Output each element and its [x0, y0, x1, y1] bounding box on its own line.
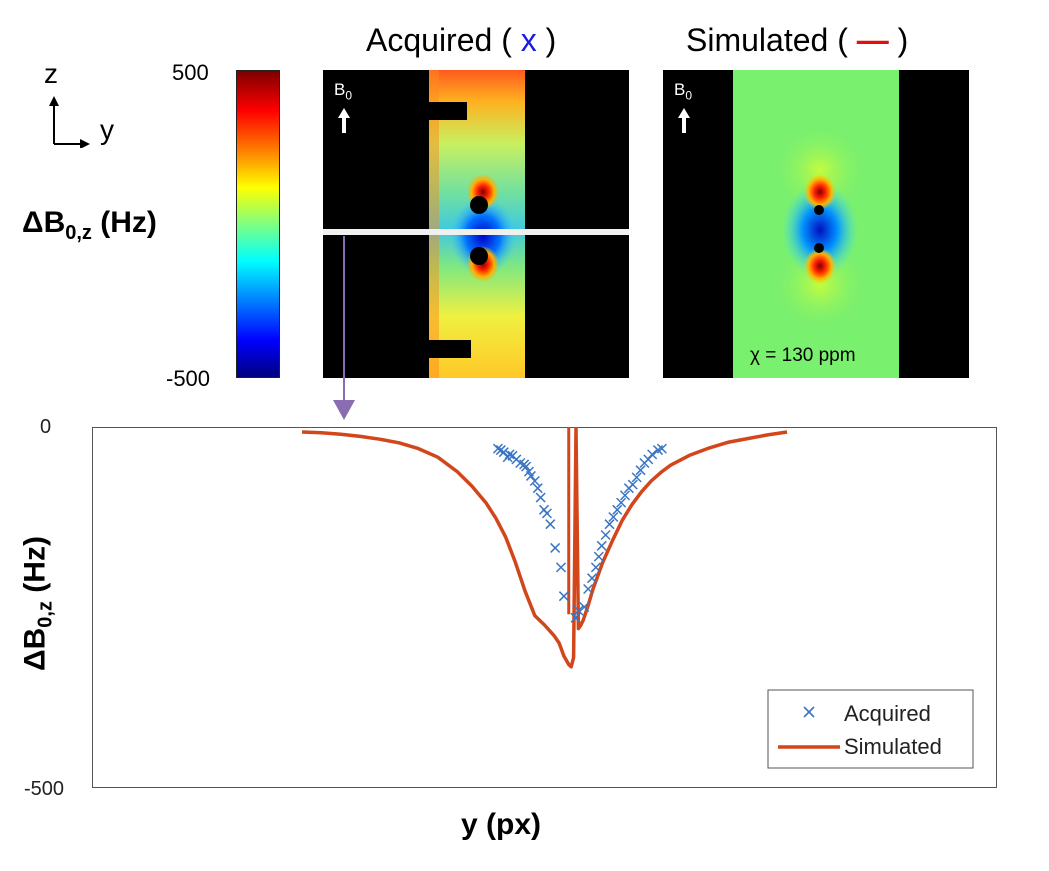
simulated-panel-title: Simulated ( — )	[686, 22, 909, 58]
simulated-field-map	[663, 70, 969, 378]
legend-acquired-marker	[803, 706, 815, 718]
acquired-point	[604, 519, 615, 530]
x-axis-label: y (px)	[461, 808, 542, 841]
acquired-point	[573, 605, 584, 616]
axes-indicator-arrows	[49, 96, 90, 148]
acquired-point	[635, 465, 646, 476]
acquired-point	[541, 508, 552, 519]
legend: Acquired Simulated	[767, 689, 974, 769]
legend-acquired-label: Acquired	[844, 701, 931, 726]
y-tick-top: 0	[40, 416, 52, 438]
acquired-point	[619, 490, 631, 501]
colorbar-label: ΔB0,z (Hz)	[22, 206, 157, 244]
acquired-point	[586, 573, 598, 584]
acquired-point	[600, 529, 611, 541]
acquired-point	[558, 591, 569, 602]
acquired-b0-label: B0	[334, 80, 353, 103]
acquired-panel-title: Acquired ( x )	[366, 22, 557, 58]
acquired-point	[521, 461, 532, 472]
acquired-point	[550, 542, 561, 553]
acquired-point	[498, 447, 509, 458]
simulated-series-line	[301, 427, 788, 669]
acquired-point	[656, 443, 667, 454]
acquired-point	[612, 504, 623, 515]
acquired-point	[555, 562, 567, 573]
acquired-b0-arrow-icon	[338, 108, 350, 133]
acquired-point	[504, 449, 515, 460]
acquired-point	[535, 492, 546, 503]
acquired-point	[593, 551, 604, 562]
acquired-point	[608, 511, 619, 523]
acquired-point	[627, 479, 638, 490]
profile-connector-arrow-icon	[333, 236, 355, 420]
acquired-point	[525, 470, 536, 481]
acquired-point	[631, 472, 642, 483]
acquired-point	[529, 475, 540, 487]
acquired-point	[579, 601, 590, 613]
simulated-b0-arrow-icon	[678, 108, 690, 133]
line-plot: Acquired Simulated	[92, 427, 997, 788]
axis-z-label: z	[44, 58, 58, 89]
acquired-point	[590, 562, 601, 573]
legend-simulated-label: Simulated	[844, 734, 942, 759]
axis-y-label: y	[100, 114, 114, 145]
colorbar-max-label: 500	[172, 60, 209, 85]
axes-indicator: z y	[38, 58, 138, 148]
acquired-point	[596, 540, 607, 551]
legend-box	[767, 689, 974, 769]
acquired-point	[616, 497, 627, 508]
simulated-b0-label: B0	[674, 80, 693, 103]
acquired-field-map	[323, 70, 629, 378]
colorbar	[236, 70, 280, 378]
colorbar-min-label: -500	[166, 366, 211, 391]
acquired-point	[647, 449, 658, 460]
acquired-point	[545, 519, 556, 530]
acquired-point	[583, 583, 594, 595]
acquired-point	[643, 454, 654, 465]
acquired-point	[492, 443, 503, 454]
acquired-point	[532, 483, 543, 494]
acquired-point	[570, 612, 581, 623]
chi-label: χ = 130 ppm	[750, 345, 856, 366]
y-tick-bottom: -500	[24, 778, 65, 800]
